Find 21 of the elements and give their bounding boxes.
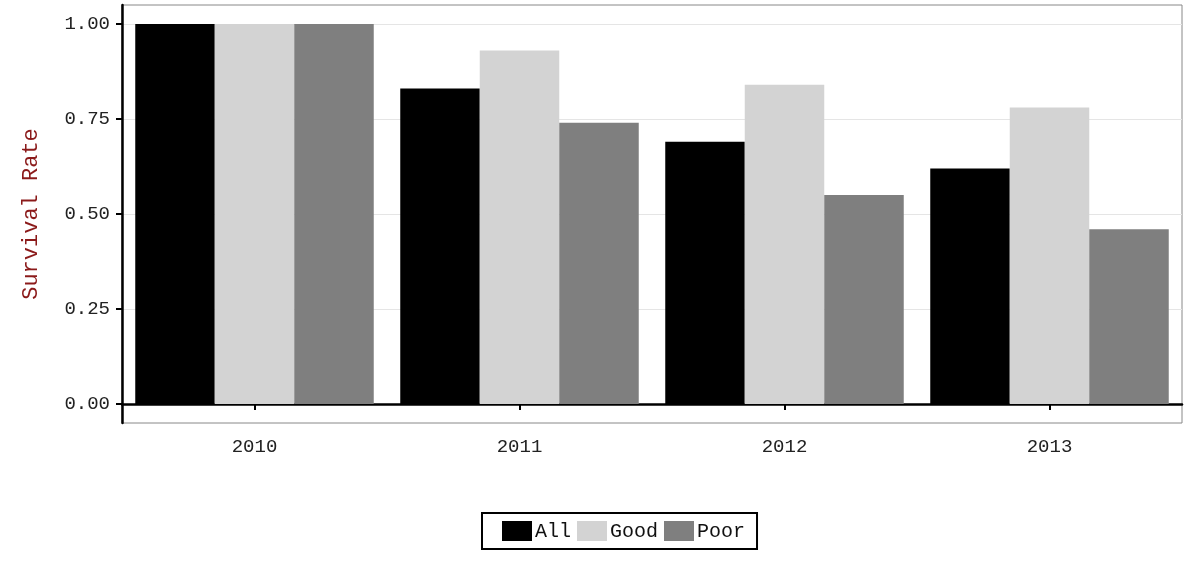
- bar: [479, 50, 560, 404]
- y-tick-label: 0.50: [64, 203, 110, 225]
- y-tick-label: 0.75: [64, 108, 110, 130]
- y-tick-label: 1.00: [64, 13, 110, 35]
- x-tick-label: 2013: [1026, 435, 1073, 458]
- bar: [294, 24, 374, 404]
- y-axis-title: Survival Rate: [18, 128, 44, 300]
- bar: [744, 84, 825, 404]
- bar: [1009, 107, 1090, 404]
- y-tick-label: 0.25: [64, 298, 110, 320]
- y-tick-label: 0.00: [64, 393, 110, 415]
- bar: [824, 195, 904, 404]
- legend-label: Poor: [697, 519, 746, 543]
- x-tick-label: 2011: [496, 435, 543, 458]
- bar: [1089, 229, 1169, 404]
- x-tick-label: 2012: [761, 435, 808, 458]
- bar: [214, 24, 295, 404]
- bar: [559, 122, 639, 404]
- legend-label: Good: [610, 519, 659, 543]
- legend-label: All: [535, 519, 572, 543]
- x-tick-label: 2010: [231, 435, 278, 458]
